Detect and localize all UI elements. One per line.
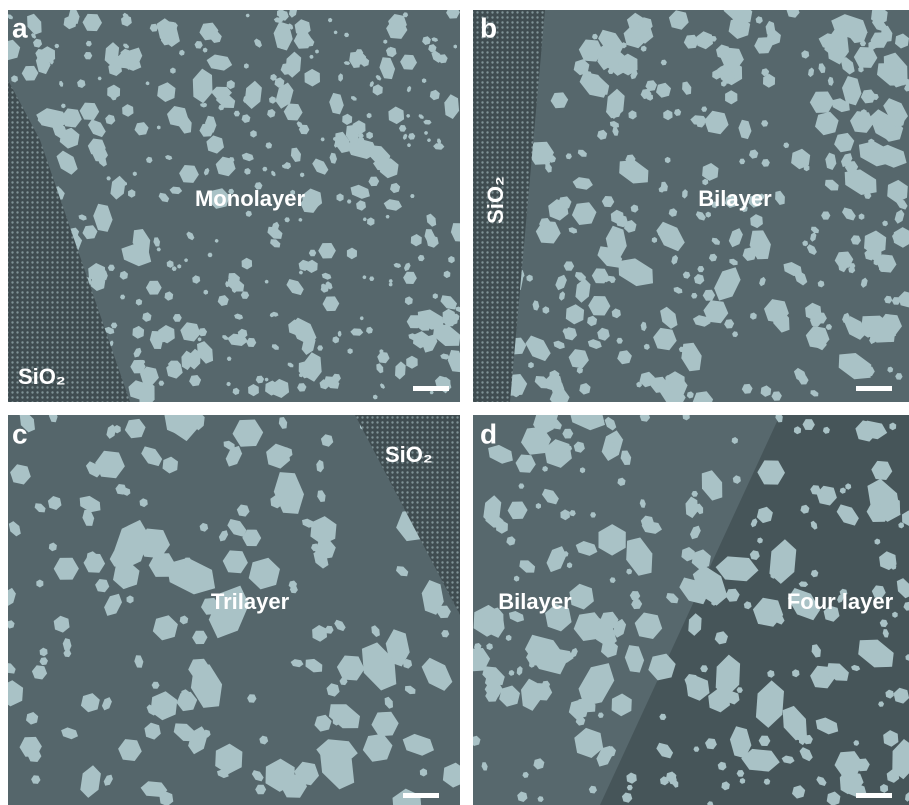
panel-label: b	[480, 12, 497, 43]
page: a Monolayer SiO₂ b SiO₂ Bilayer c Trilay…	[0, 0, 909, 805]
region-label: SiO₂	[18, 364, 66, 389]
scale-bar	[856, 793, 892, 798]
panel-label: a	[12, 12, 28, 43]
region-label: Bilayer	[498, 589, 572, 614]
figure: a Monolayer SiO₂ b SiO₂ Bilayer c Trilay…	[0, 0, 909, 805]
region-label: Monolayer	[195, 186, 305, 211]
region-label: SiO₂	[385, 442, 433, 467]
region-label: SiO₂	[483, 176, 508, 224]
scale-bar	[413, 386, 449, 391]
panel-label: d	[480, 418, 497, 449]
panel-label: c	[12, 418, 28, 449]
panel-b	[463, 0, 909, 411]
scale-bar	[403, 793, 439, 798]
region-label: Trilayer	[211, 589, 290, 614]
scale-bar	[856, 386, 892, 391]
region-label: Four layer	[787, 589, 894, 614]
region-label: Bilayer	[698, 186, 772, 211]
